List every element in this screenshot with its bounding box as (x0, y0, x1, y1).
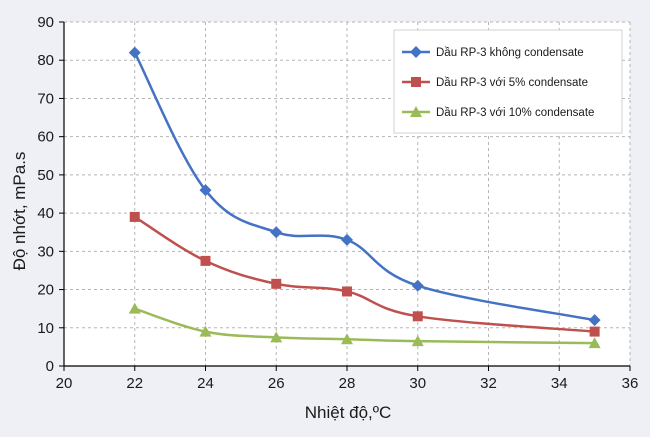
data-point-series-3 (588, 337, 601, 349)
legend-label: Dầu RP-3 không condensate (436, 47, 584, 59)
axes (59, 21, 631, 371)
data-point-series-1 (588, 314, 601, 327)
x-tick-label: 22 (126, 375, 143, 392)
legend-swatch-marker (410, 46, 422, 58)
legend: Dầu RP-3 không condensate Dầu RP-3 với 5%… (393, 29, 623, 134)
legend-box (393, 29, 623, 134)
data-point-series-2 (129, 211, 140, 222)
series-markers (128, 46, 601, 349)
x-tick-labels: 20 22 24 26 28 30 32 34 36 (56, 375, 639, 392)
legend-label: Dầu RP-3 với 10% condensate (436, 107, 594, 119)
y-tick-label: 70 (37, 90, 54, 107)
x-axis-label: Nhiệt độ,ºC (305, 403, 392, 422)
x-tick-label: 26 (268, 375, 285, 392)
data-point-series-3 (199, 325, 212, 337)
y-tick-label: 60 (37, 129, 54, 146)
data-point-series-3 (270, 331, 283, 343)
y-tick-labels: 0 10 20 30 40 50 60 70 80 90 (37, 14, 54, 375)
x-tick-label: 30 (409, 375, 426, 392)
series-line-2 (134, 215, 595, 333)
data-point-series-3 (411, 335, 424, 347)
y-tick-label: 80 (37, 52, 54, 69)
data-point-series-2 (200, 255, 211, 266)
y-tick-label: 50 (37, 167, 54, 184)
data-point-series-1 (128, 46, 141, 59)
y-tick-label: 40 (37, 205, 54, 222)
data-point-series-3 (128, 302, 141, 314)
y-tick-label: 0 (46, 358, 54, 375)
legend-label: Dầu RP-3 với 5% condensate (436, 77, 588, 89)
data-point-series-2 (412, 311, 423, 322)
data-point-series-1 (411, 279, 424, 292)
x-tick-label: 32 (480, 375, 497, 392)
data-point-series-1 (341, 233, 353, 246)
legend-swatch-marker (411, 77, 421, 87)
legend-swatch-marker (410, 106, 422, 117)
series-line-1 (133, 52, 595, 322)
y-axis-label: Độ nhớt, mPa.s (10, 152, 29, 271)
x-tick-label: 20 (56, 375, 73, 392)
y-tick-label: 90 (37, 14, 54, 31)
y-tick-label: 30 (37, 243, 54, 260)
x-tick-label: 24 (197, 375, 214, 392)
x-tick-label: 34 (551, 375, 568, 392)
data-point-series-2 (271, 278, 282, 289)
data-point-series-3 (341, 333, 353, 345)
data-point-series-1 (270, 226, 283, 239)
y-tick-label: 10 (37, 320, 54, 337)
x-tick-label: 36 (622, 375, 639, 392)
x-tick-label: 28 (339, 375, 356, 392)
y-tick-label: 20 (37, 282, 54, 299)
data-point-series-2 (342, 286, 352, 297)
data-point-series-1 (199, 184, 212, 197)
data-point-series-2 (589, 326, 600, 337)
